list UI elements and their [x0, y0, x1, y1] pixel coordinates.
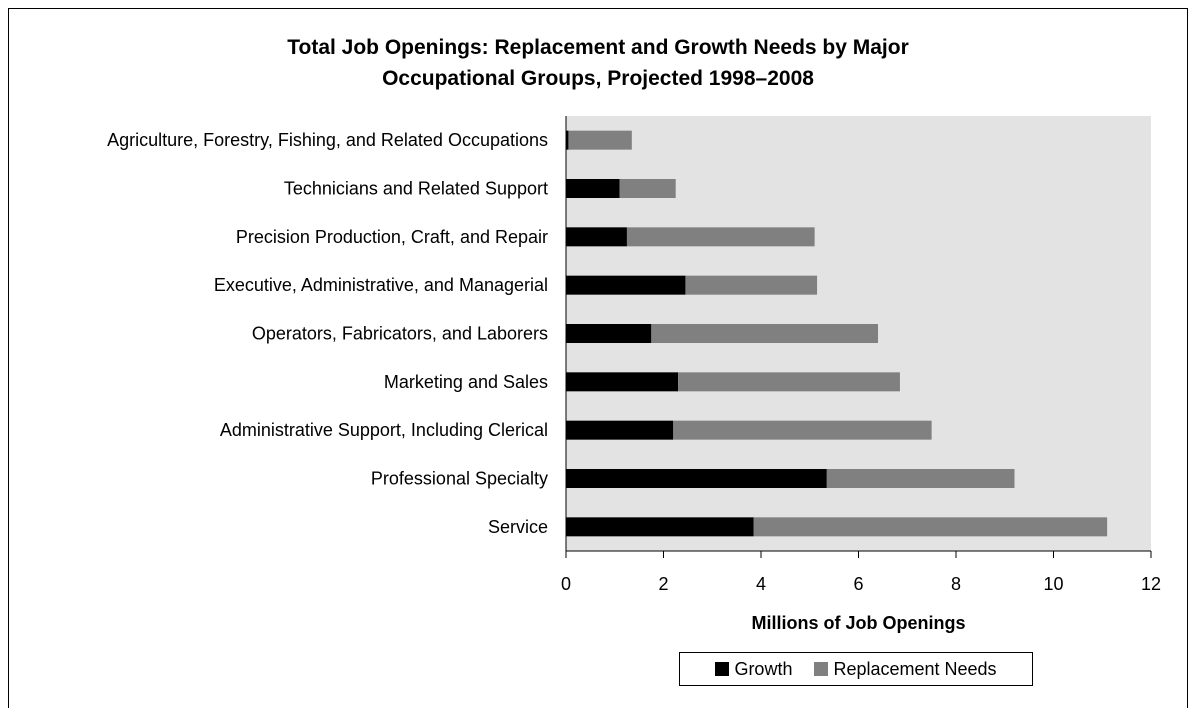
- bar-replacement-5: [678, 372, 900, 392]
- bar-growth-2: [566, 227, 627, 247]
- x-tick-label: 0: [561, 574, 571, 594]
- bars-group: [566, 130, 1108, 537]
- bar-growth-5: [566, 372, 679, 392]
- category-label: Marketing and Sales: [384, 372, 548, 392]
- chart-title-line-2: Occupational Groups, Projected 1998–2008: [382, 67, 814, 90]
- x-axis: 0 2 4 6 8 10 12: [561, 116, 1161, 594]
- chart-title-line-1: Total Job Openings: Replacement and Grow…: [287, 36, 909, 59]
- category-label: Agriculture, Forestry, Fishing, and Rela…: [107, 130, 548, 150]
- category-label: Technicians and Related Support: [284, 179, 548, 199]
- category-label: Administrative Support, Including Cleric…: [220, 420, 548, 440]
- category-label: Executive, Administrative, and Manageria…: [214, 275, 548, 295]
- category-label: Operators, Fabricators, and Laborers: [252, 324, 548, 344]
- category-label: Service: [488, 517, 548, 537]
- chart-frame: [8, 8, 1188, 708]
- bar-replacement-2: [626, 227, 815, 247]
- bar-replacement-4: [651, 324, 878, 343]
- legend-item-growth: Growth: [715, 659, 792, 680]
- bar-growth-1: [566, 179, 620, 198]
- x-tick-label: 12: [1141, 574, 1161, 594]
- bar-replacement-3: [685, 275, 818, 295]
- bar-growth-8: [566, 517, 754, 537]
- legend-label-replacement: Replacement Needs: [833, 658, 997, 679]
- x-tick-label: 4: [756, 574, 766, 594]
- legend-swatch-growth: [715, 662, 730, 676]
- category-label: Precision Production, Craft, and Repair: [236, 227, 548, 247]
- bar-growth-0: [566, 130, 569, 150]
- x-tick-label: 8: [951, 574, 961, 594]
- x-tick-label: 2: [658, 574, 668, 594]
- x-axis-label: Millions of Job Openings: [752, 613, 966, 633]
- bar-growth-7: [566, 469, 827, 488]
- legend-item-replacement: Replacement Needs: [814, 658, 997, 680]
- bar-replacement-0: [568, 130, 632, 150]
- legend-label-growth: Growth: [734, 658, 793, 679]
- bar-replacement-1: [619, 179, 676, 198]
- x-tick-label: 6: [853, 574, 863, 594]
- category-labels: Agriculture, Forestry, Fishing, and Rela…: [107, 130, 548, 537]
- bar-growth-6: [566, 420, 674, 440]
- category-label: Professional Specialty: [371, 469, 548, 489]
- legend: Growth Replacement Needs: [679, 652, 1033, 686]
- bar-growth-3: [566, 275, 686, 295]
- x-tick-label: 10: [1043, 574, 1063, 594]
- bar-replacement-8: [753, 517, 1108, 537]
- legend-swatch-replacement: [814, 662, 829, 676]
- chart-title: Total Job Openings: Replacement and Grow…: [8, 32, 1188, 94]
- bar-replacement-7: [826, 469, 1015, 488]
- bar-growth-4: [566, 324, 652, 343]
- bar-replacement-6: [673, 420, 932, 440]
